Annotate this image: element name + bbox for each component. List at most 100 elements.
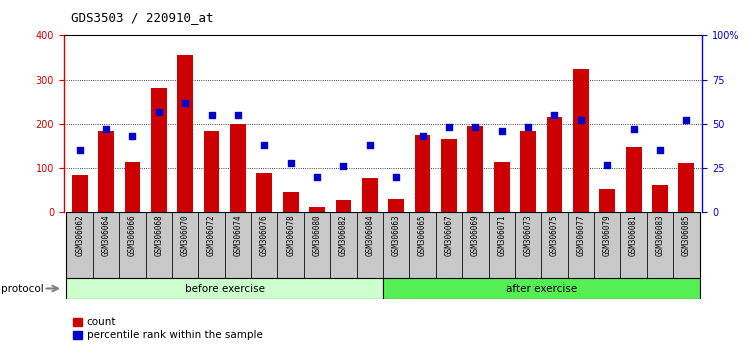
Bar	[488, 212, 515, 278]
Point	[496, 128, 508, 134]
Legend: count, percentile rank within the sample: count, percentile rank within the sample	[69, 313, 267, 345]
Text: GDS3503 / 220910_at: GDS3503 / 220910_at	[71, 11, 214, 24]
Bar	[98, 131, 114, 212]
Text: GSM306065: GSM306065	[418, 215, 427, 256]
Point	[602, 162, 614, 167]
Text: after exercise: after exercise	[505, 284, 577, 293]
Bar	[67, 212, 93, 278]
Point	[311, 174, 323, 180]
Bar	[594, 212, 620, 278]
Bar	[146, 212, 172, 278]
Point	[654, 148, 666, 153]
Bar	[388, 199, 404, 212]
Point	[363, 142, 376, 148]
Point	[126, 133, 138, 139]
Text: GSM306062: GSM306062	[75, 215, 84, 256]
Bar	[283, 193, 299, 212]
Bar	[125, 161, 140, 212]
Text: GSM306073: GSM306073	[523, 215, 532, 256]
Point	[417, 133, 429, 139]
Bar	[599, 189, 615, 212]
Text: GSM306069: GSM306069	[471, 215, 480, 256]
Bar	[541, 212, 568, 278]
Point	[179, 100, 192, 105]
Bar	[462, 212, 488, 278]
Bar	[336, 200, 351, 212]
Point	[206, 112, 218, 118]
Bar	[330, 212, 357, 278]
Text: GSM306071: GSM306071	[497, 215, 506, 256]
Bar	[177, 55, 193, 212]
Text: before exercise: before exercise	[185, 284, 265, 293]
Bar	[225, 212, 251, 278]
Point	[232, 112, 244, 118]
Bar	[620, 212, 647, 278]
Bar	[151, 88, 167, 212]
Point	[74, 148, 86, 153]
Bar	[251, 212, 278, 278]
Text: GSM306077: GSM306077	[576, 215, 585, 256]
Bar	[198, 212, 225, 278]
Bar	[357, 212, 383, 278]
Point	[469, 125, 481, 130]
Bar	[230, 124, 246, 212]
Text: GSM306074: GSM306074	[234, 215, 243, 256]
Bar	[647, 212, 673, 278]
Bar	[256, 172, 272, 212]
Text: GSM306070: GSM306070	[181, 215, 190, 256]
Bar	[383, 212, 409, 278]
Bar	[93, 212, 119, 278]
Bar	[304, 212, 330, 278]
Bar	[409, 212, 436, 278]
Point	[522, 125, 534, 130]
Bar	[172, 212, 198, 278]
Text: GSM306080: GSM306080	[312, 215, 321, 256]
Text: GSM306079: GSM306079	[603, 215, 612, 256]
Bar	[278, 212, 304, 278]
Point	[548, 112, 560, 118]
Bar	[415, 135, 430, 212]
Text: GSM306064: GSM306064	[101, 215, 110, 256]
Text: GSM306076: GSM306076	[260, 215, 269, 256]
Bar	[673, 212, 699, 278]
Bar	[72, 175, 88, 212]
Point	[285, 160, 297, 166]
Text: GSM306082: GSM306082	[339, 215, 348, 256]
Point	[391, 174, 403, 180]
Bar	[515, 212, 541, 278]
Text: GSM306078: GSM306078	[286, 215, 295, 256]
Point	[680, 118, 692, 123]
Text: protocol: protocol	[1, 284, 44, 293]
Text: GSM306066: GSM306066	[128, 215, 137, 256]
Text: GSM306072: GSM306072	[207, 215, 216, 256]
Point	[100, 126, 112, 132]
Bar	[204, 131, 219, 212]
Text: GSM306075: GSM306075	[550, 215, 559, 256]
Bar	[383, 278, 699, 299]
Text: GSM306067: GSM306067	[445, 215, 454, 256]
Bar	[441, 139, 457, 212]
Text: GSM306068: GSM306068	[154, 215, 163, 256]
Point	[628, 126, 640, 132]
Text: GSM306084: GSM306084	[365, 215, 374, 256]
Bar	[467, 126, 483, 212]
Bar	[573, 69, 589, 212]
Bar	[362, 178, 378, 212]
Bar	[652, 185, 668, 212]
Bar	[67, 278, 383, 299]
Point	[258, 142, 270, 148]
Point	[337, 164, 349, 169]
Text: GSM306063: GSM306063	[392, 215, 401, 256]
Bar	[547, 117, 562, 212]
Bar	[678, 163, 694, 212]
Text: GSM306083: GSM306083	[656, 215, 665, 256]
Bar	[626, 147, 641, 212]
Bar	[520, 131, 536, 212]
Text: GSM306085: GSM306085	[682, 215, 691, 256]
Bar	[119, 212, 146, 278]
Point	[443, 125, 455, 130]
Bar	[309, 207, 325, 212]
Text: GSM306081: GSM306081	[629, 215, 638, 256]
Bar	[494, 161, 510, 212]
Point	[575, 118, 587, 123]
